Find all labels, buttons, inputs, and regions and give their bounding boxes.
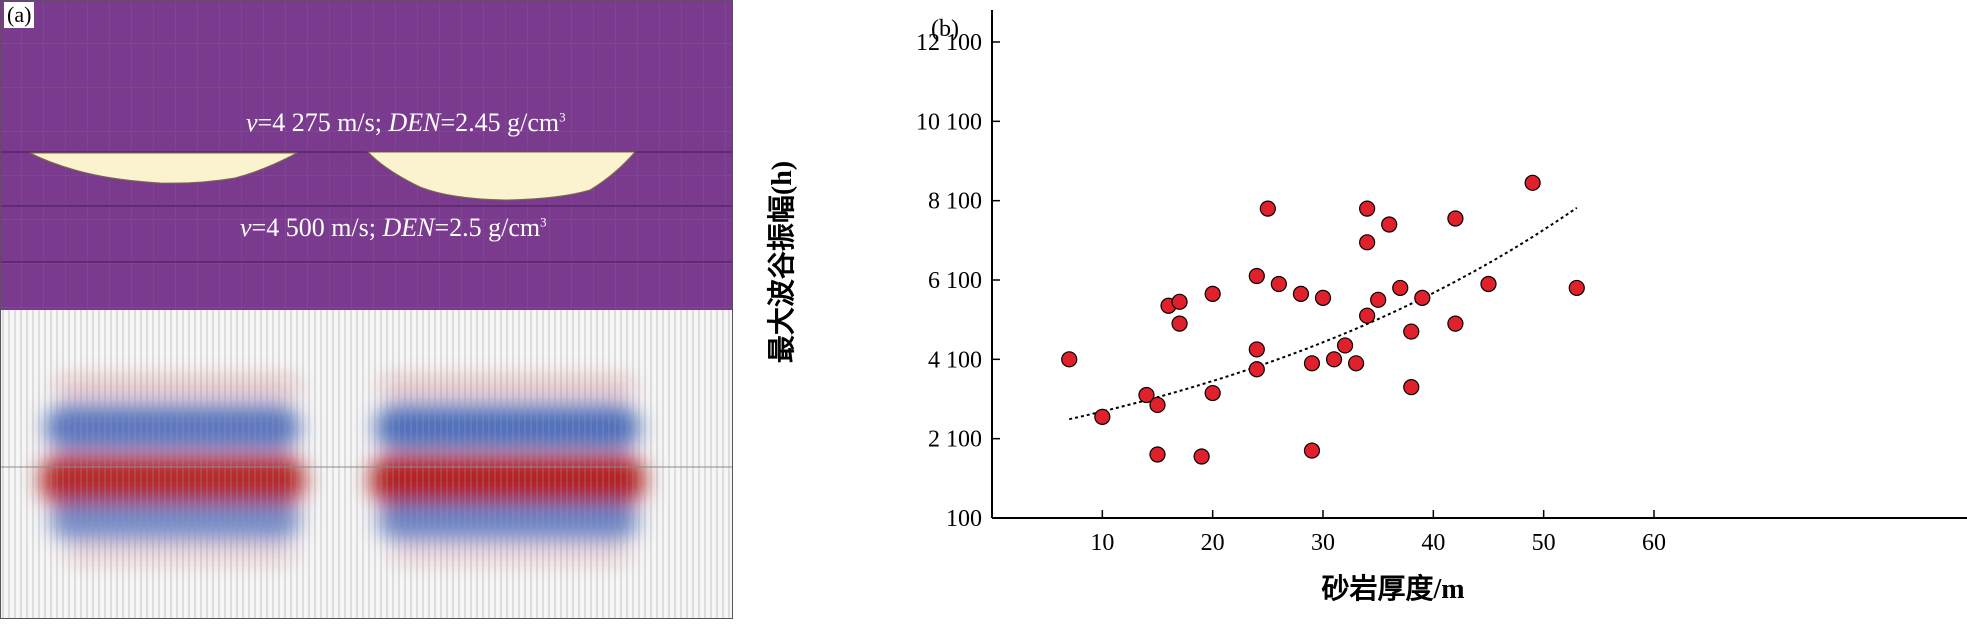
data-point bbox=[1248, 267, 1265, 285]
data-point bbox=[1447, 315, 1464, 332]
y-axis-label: 最大波谷振幅(h) bbox=[766, 161, 798, 363]
x-tick-label: 20 bbox=[1201, 530, 1225, 556]
x-tick-label: 10 bbox=[1090, 530, 1114, 556]
sandstone-lens-left bbox=[29, 152, 298, 184]
y-tick-label: 2 100 bbox=[928, 427, 982, 453]
data-point bbox=[1094, 408, 1111, 425]
data-point bbox=[1292, 285, 1310, 302]
data-point bbox=[1347, 355, 1365, 372]
data-point bbox=[1403, 379, 1420, 396]
data-point bbox=[1403, 323, 1420, 340]
data-point bbox=[1193, 448, 1210, 465]
y-tick-label: 6 100 bbox=[928, 268, 982, 294]
data-point bbox=[1325, 351, 1343, 368]
y-tick-label: 100 bbox=[946, 506, 982, 532]
x-tick-label: 30 bbox=[1311, 530, 1335, 556]
y-tick-label: 8 100 bbox=[928, 189, 982, 215]
panel-b-label: (b) bbox=[931, 16, 959, 42]
panel-a-label: (a) bbox=[4, 2, 35, 28]
panel-b-scatter-chart: 100 2 100 4 100 6 100 8 100 10 100 12 100 10 20… bbox=[733, 0, 1967, 619]
x-tick-label: 60 bbox=[1642, 530, 1666, 556]
data-point bbox=[1061, 351, 1078, 368]
trend-line bbox=[1068, 206, 1578, 421]
data-point bbox=[1248, 341, 1265, 358]
x-tick-label: 50 bbox=[1532, 530, 1556, 556]
data-point bbox=[1171, 315, 1188, 332]
amplitude-vs-thickness-chart: 100 2 100 4 100 6 100 8 100 10 100 12 100 10 20… bbox=[766, 10, 1967, 605]
x-axis-label: 砂岩厚度/m bbox=[1321, 573, 1464, 605]
velocity-model-and-seismic-section bbox=[0, 0, 733, 619]
data-point bbox=[1149, 446, 1166, 463]
panel-a-model-seismic: (a) v=4 275 m/s; DEN=2.45 g/cm3 v=4 500 … bbox=[0, 0, 733, 619]
data-point bbox=[1336, 337, 1354, 354]
data-point bbox=[1370, 291, 1387, 308]
data-point bbox=[1303, 355, 1321, 372]
x-tick-label: 40 bbox=[1421, 530, 1445, 556]
upper-layer-properties: v=4 275 m/s; DEN=2.45 g/cm3 bbox=[246, 108, 566, 137]
data-point bbox=[1392, 279, 1409, 297]
data-point bbox=[1359, 234, 1376, 251]
data-point bbox=[1270, 275, 1287, 293]
data-point bbox=[1568, 279, 1585, 297]
data-point bbox=[1259, 200, 1276, 217]
y-tick-label: 10 100 bbox=[916, 109, 982, 135]
data-point bbox=[1359, 307, 1376, 324]
data-point bbox=[1381, 216, 1398, 233]
data-point bbox=[1204, 285, 1221, 302]
data-point bbox=[1171, 293, 1188, 310]
data-point bbox=[1314, 289, 1332, 306]
sandstone-lens-right bbox=[366, 151, 637, 201]
data-point bbox=[1248, 361, 1265, 378]
y-tick-label: 4 100 bbox=[928, 347, 982, 373]
data-point bbox=[1303, 442, 1321, 459]
data-point bbox=[1480, 275, 1497, 293]
y-tick-label: 12 100 bbox=[916, 30, 982, 56]
data-point bbox=[1359, 200, 1376, 217]
data-point bbox=[1414, 289, 1431, 306]
lower-layer-properties: v=4 500 m/s; DEN=2.5 g/cm3 bbox=[240, 213, 547, 242]
data-point bbox=[1138, 386, 1155, 404]
data-point bbox=[1149, 396, 1166, 414]
data-point bbox=[1447, 210, 1464, 227]
data-point bbox=[1524, 174, 1541, 191]
data-point bbox=[1204, 384, 1221, 402]
